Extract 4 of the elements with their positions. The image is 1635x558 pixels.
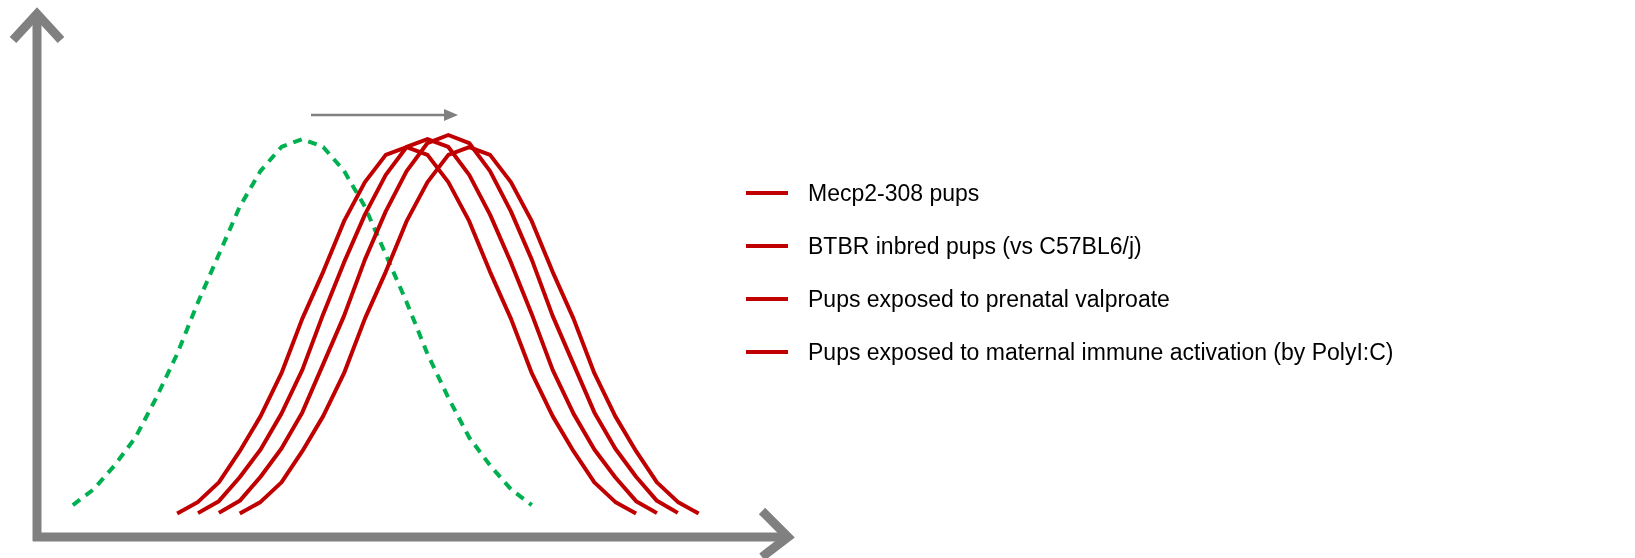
legend-label: BTBR inbred pups (vs C57BL6/j) bbox=[808, 233, 1142, 260]
legend-label: Mecp2-308 pups bbox=[808, 180, 980, 207]
legend-label: Pups exposed to maternal immune activation (by PolyI:C) bbox=[808, 339, 1394, 366]
legend-label: Pups exposed to prenatal valproate bbox=[808, 286, 1170, 313]
